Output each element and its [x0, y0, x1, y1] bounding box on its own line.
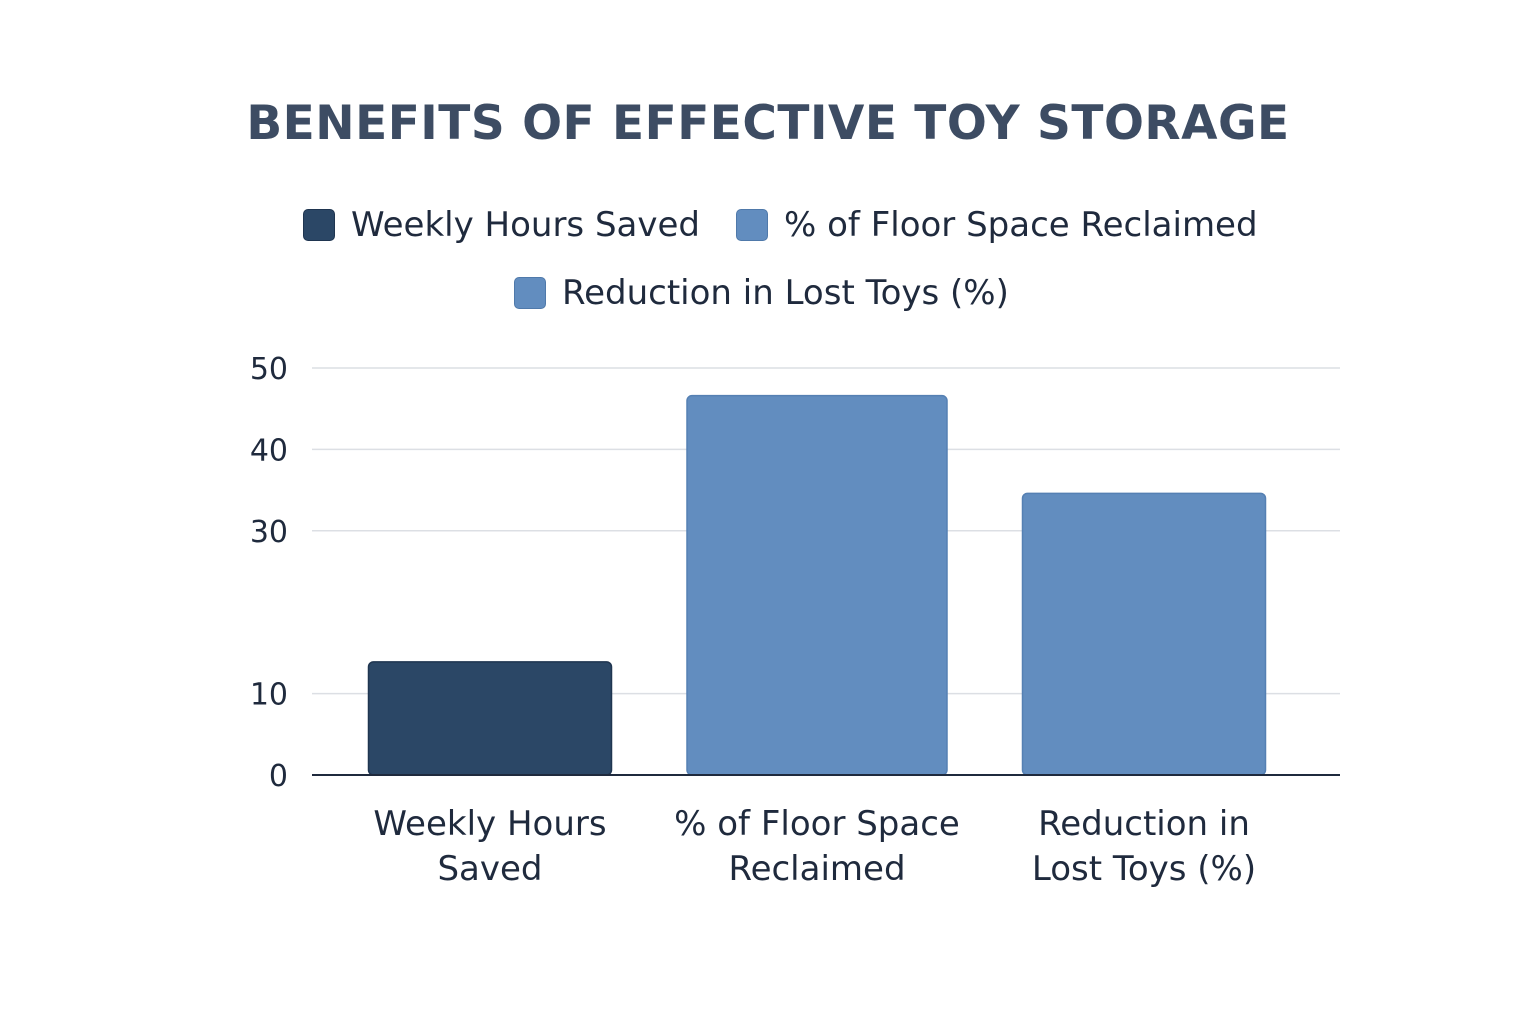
legend-label-lost-toys: Reduction in Lost Toys (%): [562, 273, 1009, 313]
bar-2: [1021, 492, 1267, 776]
legend-item-weekly-hours: Weekly Hours Saved: [303, 205, 700, 245]
x-category-label-2-line-0: Reduction in: [1038, 804, 1250, 844]
legend-swatch-floor-space: [736, 209, 768, 241]
x-category-label-0-line-1: Saved: [437, 849, 542, 889]
legend-label-weekly-hours: Weekly Hours Saved: [351, 205, 700, 245]
y-tick-label-10: 10: [250, 678, 288, 713]
x-category-label-1-line-0: % of Floor Space: [674, 804, 960, 844]
y-tick-label-30: 30: [250, 515, 288, 550]
x-category-label-1-line-1: Reclaimed: [728, 849, 905, 889]
chart-title: BENEFITS OF EFFECTIVE TOY STORAGE: [246, 96, 1290, 151]
legend-item-floor-space: % of Floor Space Reclaimed: [736, 205, 1258, 245]
legend-swatch-lost-toys: [514, 277, 546, 309]
legend-label-floor-space: % of Floor Space Reclaimed: [784, 205, 1258, 245]
legend-item-lost-toys: Reduction in Lost Toys (%): [514, 273, 1009, 313]
x-category-label-2-line-1: Lost Toys (%): [1032, 849, 1256, 889]
y-tick-label-40: 40: [250, 433, 288, 468]
y-tick-label-50: 50: [250, 352, 288, 387]
legend-swatch-weekly-hours: [303, 209, 335, 241]
y-tick-label-0: 0: [269, 759, 288, 794]
x-category-label-0-line-0: Weekly Hours: [373, 804, 606, 844]
bar-1: [686, 394, 948, 776]
bar-0: [367, 661, 613, 776]
